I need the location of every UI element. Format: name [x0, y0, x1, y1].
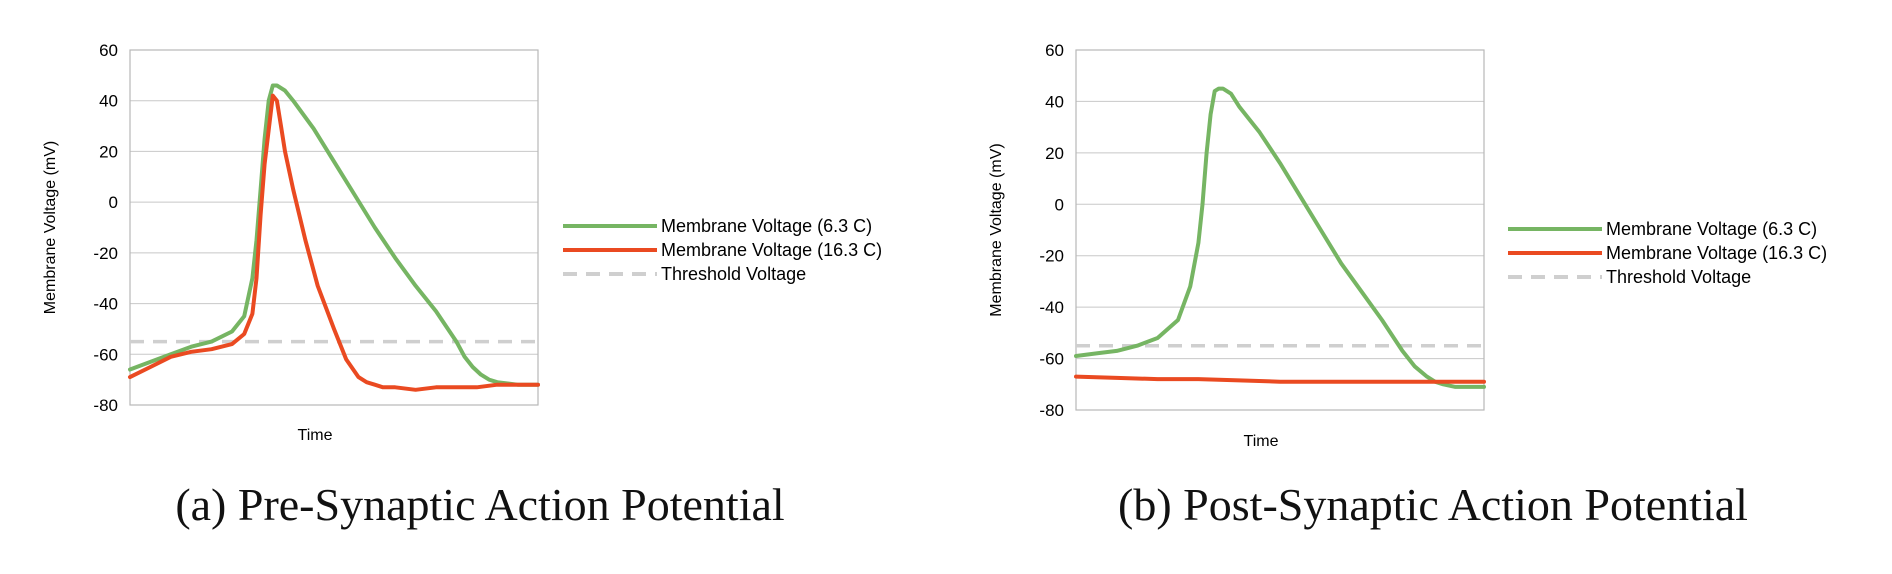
y-tick-label: -80 [1039, 401, 1064, 420]
plot-frame [1075, 49, 1485, 411]
legend: Membrane Voltage (6.3 C) Membrane Voltage… [1508, 219, 1827, 287]
y-tick-label: -60 [93, 345, 118, 364]
y-tick-label: -60 [1039, 350, 1064, 369]
legend: Membrane Voltage (6.3 C) Membrane Voltage… [563, 216, 882, 284]
legend-label: Threshold Voltage [661, 264, 806, 284]
series-line-hot [128, 93, 540, 392]
legend-label: Membrane Voltage (6.3 C) [661, 216, 872, 236]
series-line-warm [128, 83, 540, 387]
y-tick-label: 40 [99, 92, 118, 111]
y-tick-label: -20 [93, 244, 118, 263]
y-tick-label: -40 [93, 295, 118, 314]
y-tick-label: 20 [1045, 144, 1064, 163]
legend-label: Membrane Voltage (16.3 C) [661, 240, 882, 260]
y-tick-label: -80 [93, 396, 118, 415]
x-axis-label: Time [298, 427, 333, 444]
panel-post-synaptic: 60 40 20 0 -20 -40 -60 -80 Time Membrane Voltage … [988, 41, 1827, 530]
y-tick-label: 0 [109, 193, 118, 212]
legend-label: Threshold Voltage [1606, 267, 1751, 287]
panel-caption: (b) Post-Synaptic Action Potential [1118, 479, 1748, 530]
y-tick-label: 20 [99, 142, 118, 161]
series-line-hot [1074, 374, 1486, 384]
y-tick-label: 60 [99, 41, 118, 60]
legend-label: Membrane Voltage (6.3 C) [1606, 219, 1817, 239]
panel-pre-synaptic: 60 40 20 0 -20 -40 -60 -80 Time Membrane Voltage … [42, 41, 882, 530]
y-tick-label: 0 [1055, 195, 1064, 214]
legend-label: Membrane Voltage (16.3 C) [1606, 243, 1827, 263]
y-tick-label: -40 [1039, 298, 1064, 317]
y-axis-label: Membrane Voltage (mV) [42, 141, 59, 314]
panel-caption: (a) Pre-Synaptic Action Potential [175, 479, 784, 530]
y-axis-label: Membrane Voltage (mV) [988, 143, 1005, 316]
series-line-warm [1074, 86, 1486, 389]
plot-frame [129, 49, 539, 406]
y-tick-label: -20 [1039, 247, 1064, 266]
y-tick-label: 60 [1045, 41, 1064, 60]
y-tick-label: 40 [1045, 92, 1064, 111]
x-axis-label: Time [1244, 433, 1279, 450]
